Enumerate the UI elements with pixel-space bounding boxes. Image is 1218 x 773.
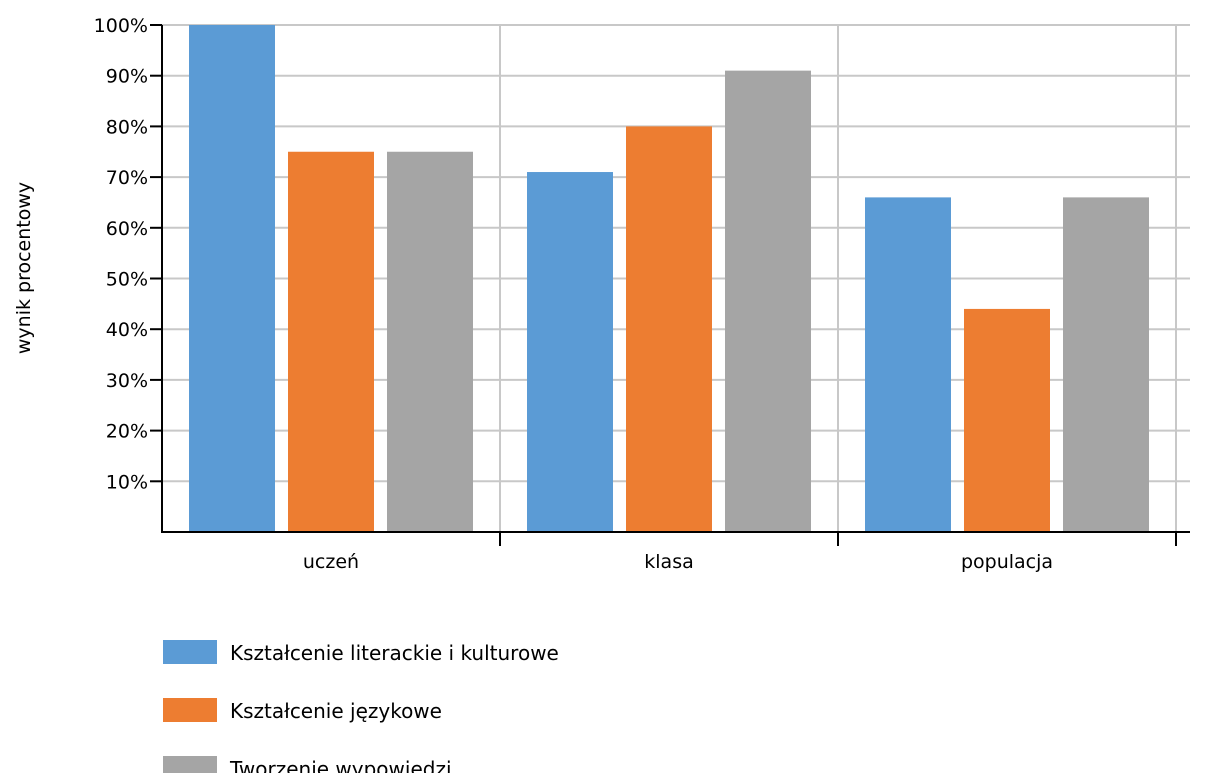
bar-1-3 bbox=[865, 197, 951, 532]
legend-label: Kształcenie językowe bbox=[230, 699, 442, 723]
y-tick-label: 10% bbox=[106, 471, 148, 493]
legend-label: Tworzenie wypowiedzi bbox=[229, 757, 452, 773]
y-tick-label: 100% bbox=[94, 15, 148, 37]
y-tick-label: 70% bbox=[106, 167, 148, 189]
bar-2-2 bbox=[626, 126, 712, 533]
bar-2-1 bbox=[288, 151, 374, 532]
axes bbox=[150, 24, 1190, 546]
y-tick-label: 50% bbox=[106, 269, 148, 291]
bar-1-1 bbox=[189, 25, 275, 532]
legend: Kształcenie literackie i kulturowe Kształ… bbox=[163, 640, 559, 773]
legend-swatch bbox=[163, 698, 217, 722]
bar-2-3 bbox=[964, 308, 1050, 532]
bar-3-3 bbox=[1063, 197, 1149, 532]
x-tick-label: klasa bbox=[644, 551, 693, 573]
bar-1-2 bbox=[527, 172, 613, 532]
x-tick-label: uczeń bbox=[303, 551, 359, 573]
y-tick-label: 20% bbox=[106, 421, 148, 443]
x-tick-labels: uczeń klasa populacja bbox=[303, 551, 1053, 573]
x-tick-label: populacja bbox=[961, 551, 1053, 573]
legend-swatch bbox=[163, 756, 217, 773]
bar-3-1 bbox=[387, 151, 473, 532]
legend-label: Kształcenie literackie i kulturowe bbox=[230, 641, 559, 665]
bar-3-2 bbox=[725, 70, 811, 532]
y-tick-label: 30% bbox=[106, 370, 148, 392]
y-tick-label: 40% bbox=[106, 319, 148, 341]
y-tick-label: 90% bbox=[106, 66, 148, 88]
y-axis-title: wynik procentowy bbox=[13, 182, 35, 354]
y-tick-label: 60% bbox=[106, 218, 148, 240]
y-tick-labels: 10% 20% 30% 40% 50% 60% 70% 80% 90% 100% bbox=[94, 15, 148, 493]
y-tick-label: 80% bbox=[106, 116, 148, 138]
legend-swatch bbox=[163, 640, 217, 664]
bars bbox=[189, 25, 1149, 533]
